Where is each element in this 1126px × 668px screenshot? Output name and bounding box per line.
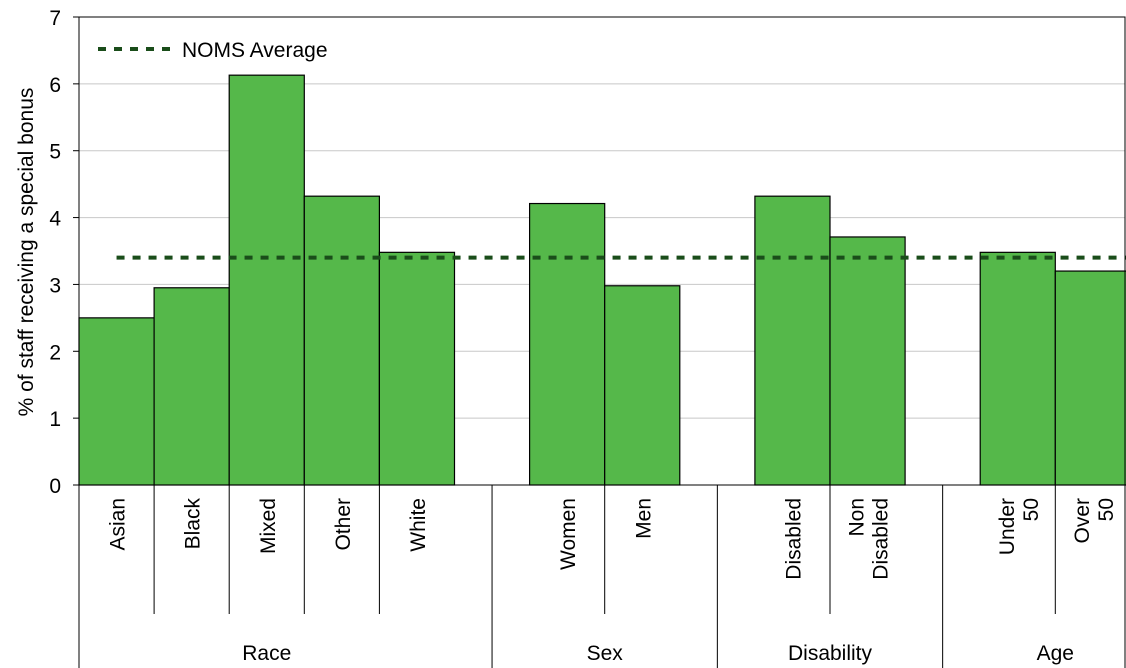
group-label: Race [242, 642, 291, 665]
category-label: Black [182, 498, 205, 550]
y-tick-label: 2 [49, 341, 61, 364]
y-tick-label: 1 [49, 408, 61, 431]
category-label: Men [632, 498, 655, 539]
axes [73, 16, 1126, 668]
y-tick-label: 5 [49, 141, 61, 164]
legend-label: NOMS Average [182, 39, 328, 62]
category-label: Mixed [257, 498, 280, 554]
y-tick-label: 0 [49, 475, 61, 498]
group-label: Disability [788, 642, 873, 665]
bar [979, 251, 1056, 486]
y-axis-label: % of staff receiving a special bonus [15, 88, 38, 417]
category-label: Non [846, 498, 869, 537]
category-label: Disabled [782, 498, 805, 580]
y-tick-labels: 0 1 2 3 4 5 6 7 [49, 7, 61, 498]
y-tick-label: 7 [49, 7, 61, 30]
bar [303, 195, 380, 486]
group-label: Sex [587, 642, 624, 665]
category-labels: Asian Black Mixed Other White Women Men Disable… [107, 498, 1118, 580]
category-label: Over [1071, 498, 1094, 544]
bar [153, 287, 230, 486]
bar [604, 285, 681, 486]
category-label: White [407, 498, 430, 552]
y-tick-label: 4 [49, 208, 61, 231]
group-label: Age [1037, 642, 1074, 665]
group-labels: Race Sex Disability Age [242, 642, 1074, 665]
plot-frame [78, 16, 1126, 486]
category-label: Under [996, 498, 1019, 555]
category-label: Disabled [870, 498, 893, 580]
bar [829, 236, 906, 486]
category-label: Other [332, 498, 355, 551]
category-label: 50 [1095, 498, 1118, 521]
bar [78, 317, 155, 486]
bar [528, 202, 606, 486]
bar [754, 195, 831, 486]
legend: NOMS Average [98, 39, 328, 62]
bar [1054, 270, 1126, 486]
category-label: Asian [107, 498, 130, 551]
bar [228, 74, 305, 486]
y-tick-label: 6 [49, 74, 61, 97]
bars [78, 74, 1126, 486]
category-label: 50 [1020, 498, 1043, 521]
category-label: Women [557, 498, 580, 570]
bar [378, 251, 456, 486]
y-tick-label: 3 [49, 274, 61, 297]
